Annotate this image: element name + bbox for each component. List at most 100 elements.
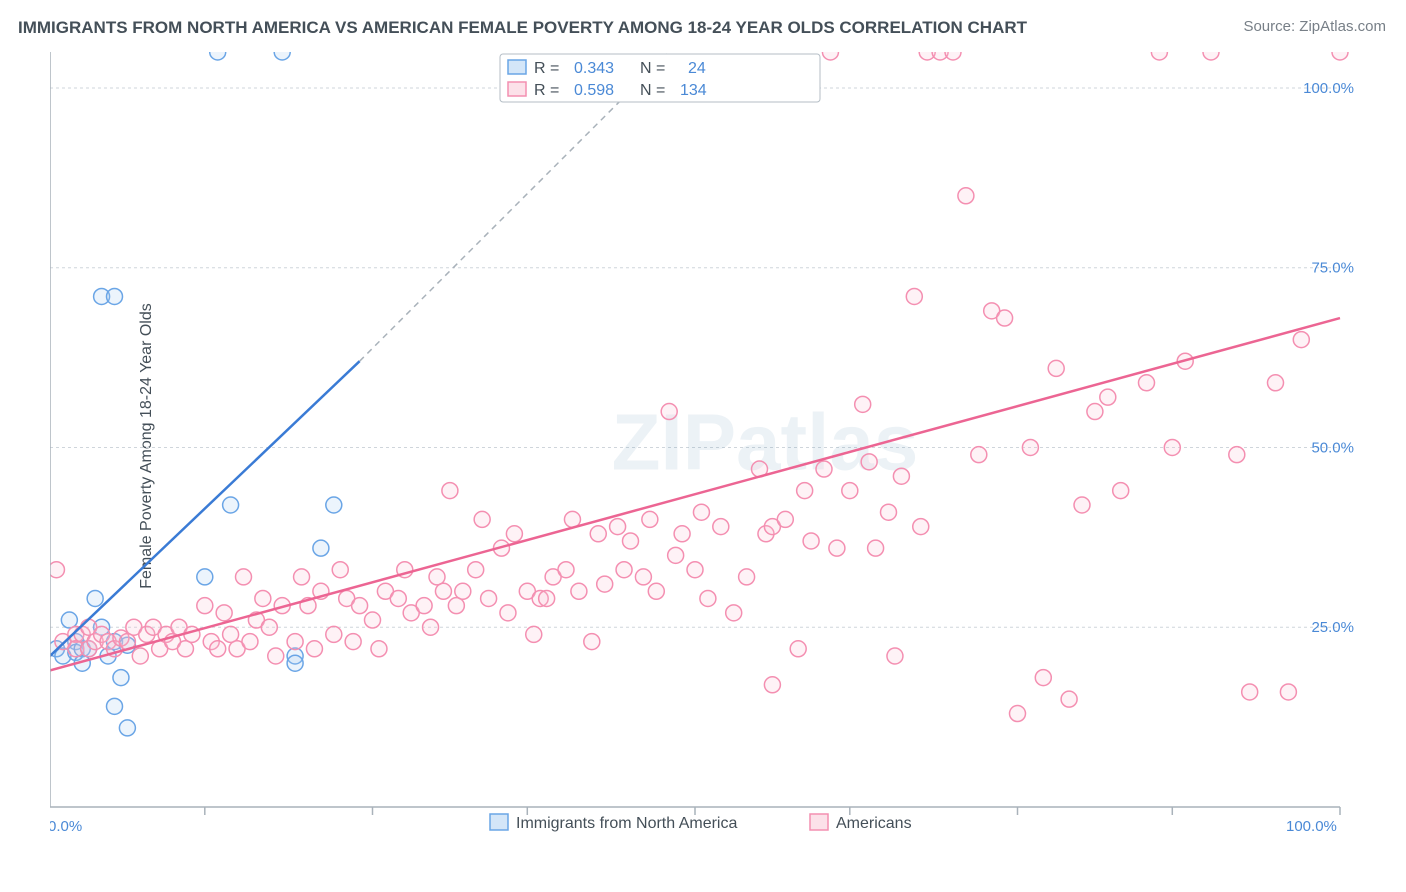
data-point-americans <box>764 677 780 693</box>
data-point-immigrants <box>87 590 103 606</box>
data-point-americans <box>635 569 651 585</box>
data-point-americans <box>842 483 858 499</box>
data-point-americans <box>881 504 897 520</box>
data-point-americans <box>455 583 471 599</box>
data-point-americans <box>352 598 368 614</box>
data-point-americans <box>623 533 639 549</box>
legend-r-label: R = <box>534 82 559 99</box>
data-point-americans <box>597 576 613 592</box>
data-point-americans <box>474 511 490 527</box>
data-point-americans <box>642 511 658 527</box>
data-point-americans <box>797 483 813 499</box>
data-point-americans <box>1332 52 1348 60</box>
data-point-immigrants <box>107 288 123 304</box>
data-point-americans <box>571 583 587 599</box>
data-point-americans <box>423 619 439 635</box>
data-point-americans <box>1229 447 1245 463</box>
data-point-americans <box>700 590 716 606</box>
data-point-americans <box>539 590 555 606</box>
chart-title: IMMIGRANTS FROM NORTH AMERICA VS AMERICA… <box>18 18 1027 38</box>
legend-bottom-label-americans: Americans <box>836 815 912 832</box>
data-point-americans <box>790 641 806 657</box>
data-point-americans <box>1035 670 1051 686</box>
data-point-americans <box>197 598 213 614</box>
data-point-americans <box>687 562 703 578</box>
legend-r-label: R = <box>534 60 559 77</box>
scatter-plot: ZIPatlas25.0%50.0%75.0%100.0%0.0%100.0%R… <box>50 52 1360 832</box>
data-point-americans <box>448 598 464 614</box>
data-point-americans <box>442 483 458 499</box>
data-point-americans <box>294 569 310 585</box>
data-point-americans <box>816 461 832 477</box>
data-point-americans <box>803 533 819 549</box>
data-point-americans <box>1113 483 1129 499</box>
data-point-americans <box>416 598 432 614</box>
data-point-americans <box>468 562 484 578</box>
data-point-americans <box>584 634 600 650</box>
data-point-americans <box>1139 375 1155 391</box>
data-point-americans <box>242 634 258 650</box>
data-point-americans <box>997 310 1013 326</box>
data-point-americans <box>713 519 729 535</box>
chart-svg: ZIPatlas25.0%50.0%75.0%100.0%0.0%100.0%R… <box>50 52 1360 832</box>
data-point-immigrants <box>107 698 123 714</box>
data-point-americans <box>829 540 845 556</box>
data-point-americans <box>1048 360 1064 376</box>
data-point-immigrants <box>197 569 213 585</box>
data-point-americans <box>1151 52 1167 60</box>
data-point-immigrants <box>313 540 329 556</box>
data-point-americans <box>616 562 632 578</box>
legend-n-value: 24 <box>688 60 706 77</box>
data-point-americans <box>236 569 252 585</box>
data-point-americans <box>268 648 284 664</box>
data-point-americans <box>506 526 522 542</box>
data-point-americans <box>306 641 322 657</box>
data-point-immigrants <box>287 655 303 671</box>
x-tick-label: 100.0% <box>1286 818 1337 832</box>
data-point-americans <box>558 562 574 578</box>
legend-r-value: 0.598 <box>574 82 614 99</box>
data-point-americans <box>822 52 838 60</box>
data-point-americans <box>1203 52 1219 60</box>
data-point-americans <box>177 641 193 657</box>
data-point-americans <box>1087 404 1103 420</box>
y-tick-label: 50.0% <box>1311 439 1354 456</box>
source-label: Source: ZipAtlas.com <box>1243 18 1386 35</box>
data-point-americans <box>648 583 664 599</box>
legend-n-value: 134 <box>680 82 707 99</box>
legend-bottom-swatch-americans <box>810 814 828 830</box>
data-point-americans <box>739 569 755 585</box>
data-point-immigrants <box>119 720 135 736</box>
data-point-americans <box>390 590 406 606</box>
data-point-americans <box>429 569 445 585</box>
legend-bottom-swatch-immigrants <box>490 814 508 830</box>
data-point-americans <box>1268 375 1284 391</box>
data-point-americans <box>674 526 690 542</box>
data-point-americans <box>855 396 871 412</box>
data-point-americans <box>1010 706 1026 722</box>
data-point-americans <box>861 454 877 470</box>
data-point-americans <box>893 468 909 484</box>
data-point-americans <box>210 641 226 657</box>
data-point-americans <box>500 605 516 621</box>
data-point-americans <box>668 547 684 563</box>
data-point-americans <box>1293 332 1309 348</box>
data-point-americans <box>435 583 451 599</box>
data-point-americans <box>945 52 961 60</box>
data-point-americans <box>590 526 606 542</box>
data-point-americans <box>261 619 277 635</box>
data-point-americans <box>777 511 793 527</box>
data-point-americans <box>526 626 542 642</box>
data-point-americans <box>1242 684 1258 700</box>
y-tick-label: 25.0% <box>1311 619 1354 636</box>
data-point-americans <box>332 562 348 578</box>
data-point-americans <box>216 605 232 621</box>
data-point-americans <box>958 188 974 204</box>
legend-n-label: N = <box>640 60 665 77</box>
data-point-immigrants <box>223 497 239 513</box>
legend-n-label: N = <box>640 82 665 99</box>
data-point-americans <box>887 648 903 664</box>
data-point-americans <box>365 612 381 628</box>
data-point-americans <box>1022 439 1038 455</box>
data-point-americans <box>50 562 64 578</box>
